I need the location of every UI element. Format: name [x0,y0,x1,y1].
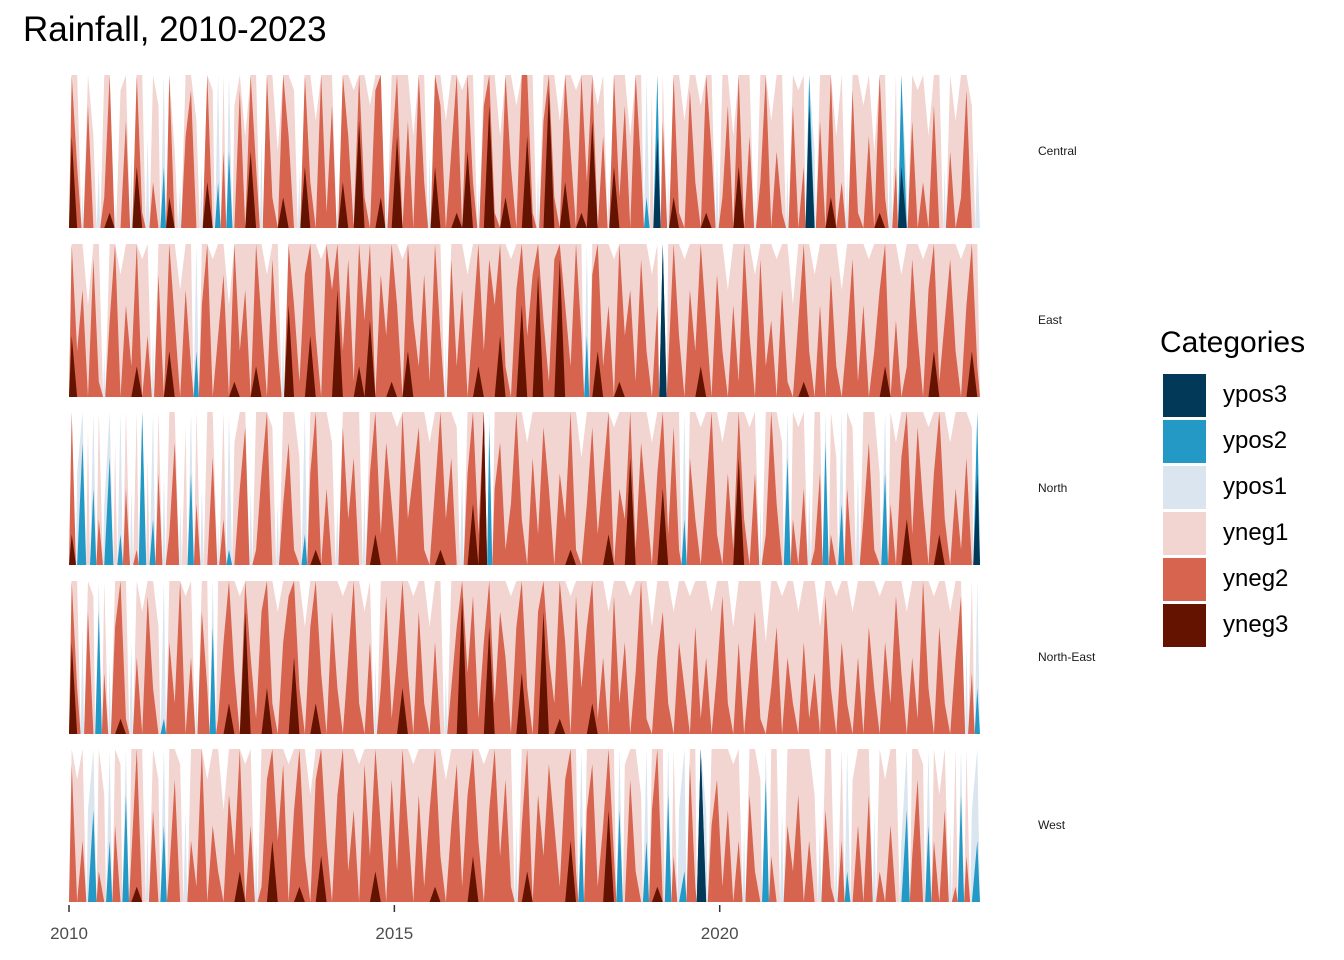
legend-swatch [1163,373,1206,417]
panel-west [69,749,980,902]
strip-label: West [1038,817,1066,832]
legend-swatch [1163,465,1206,509]
band-yneg2 [69,749,980,902]
panel-north [69,412,980,565]
strip-label: North-East [1038,649,1096,664]
legend-swatch [1163,603,1206,647]
chart-title: Rainfall, 2010-2023 [23,10,327,49]
legend-swatch [1163,511,1206,555]
legend-item-ypos1: ypos1 [1160,464,1305,510]
strip-label: East [1038,312,1063,327]
band-yneg2 [69,75,980,228]
legend-item-yneg3: yneg3 [1160,602,1305,648]
legend-item-yneg2: yneg2 [1160,556,1305,602]
x-tick-label: 2020 [700,924,739,943]
legend-item-ypos2: ypos2 [1160,418,1305,464]
band-yneg3 [69,596,980,734]
legend-label: yneg3 [1223,611,1289,638]
band-yneg2 [69,412,980,565]
strip-label: Central [1038,143,1077,158]
band-yneg2 [69,244,980,397]
legend-item-yneg1: yneg1 [1160,510,1305,556]
panel-north-east [69,581,980,734]
legend-title: Categories [1160,326,1306,359]
band-yneg3 [69,90,980,228]
legend-swatch [1163,419,1206,463]
legend-swatch [1163,557,1206,601]
x-tick-label: 2010 [50,924,88,943]
band-yneg3 [69,259,980,397]
legend-label: yneg1 [1223,519,1289,546]
legend-label: yneg2 [1223,565,1289,592]
strip-label: North [1038,480,1068,495]
legend-label: ypos3 [1223,381,1288,408]
legend: Categories ypos3 ypos2 ypos1 yneg1 yneg2 yneg… [1160,326,1305,648]
x-tick-label: 2015 [375,924,414,943]
panel-central [69,75,980,228]
legend-label: ypos2 [1223,427,1288,454]
panel-east [69,244,980,397]
legend-label: ypos1 [1223,473,1288,500]
legend-item-ypos3: ypos3 [1160,372,1305,418]
